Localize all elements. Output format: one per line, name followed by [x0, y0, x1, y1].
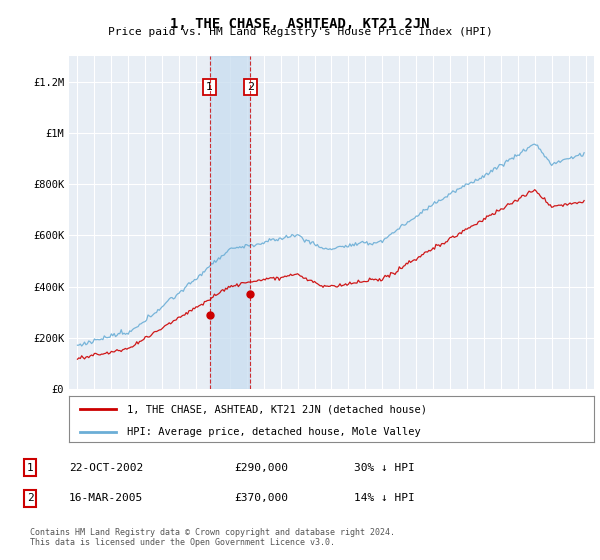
Text: HPI: Average price, detached house, Mole Valley: HPI: Average price, detached house, Mole… [127, 427, 421, 437]
Text: Price paid vs. HM Land Registry's House Price Index (HPI): Price paid vs. HM Land Registry's House … [107, 27, 493, 37]
Text: 1, THE CHASE, ASHTEAD, KT21 2JN: 1, THE CHASE, ASHTEAD, KT21 2JN [170, 17, 430, 31]
Text: £370,000: £370,000 [234, 493, 288, 503]
Text: Contains HM Land Registry data © Crown copyright and database right 2024.
This d: Contains HM Land Registry data © Crown c… [30, 528, 395, 547]
Text: 14% ↓ HPI: 14% ↓ HPI [354, 493, 415, 503]
Text: £290,000: £290,000 [234, 463, 288, 473]
Text: 16-MAR-2005: 16-MAR-2005 [69, 493, 143, 503]
Text: 22-OCT-2002: 22-OCT-2002 [69, 463, 143, 473]
Text: 1, THE CHASE, ASHTEAD, KT21 2JN (detached house): 1, THE CHASE, ASHTEAD, KT21 2JN (detache… [127, 404, 427, 414]
Bar [209, 56, 250, 389]
Text: 1: 1 [26, 463, 34, 473]
Text: 2: 2 [247, 82, 254, 92]
Text: 1: 1 [206, 82, 213, 92]
Text: 30% ↓ HPI: 30% ↓ HPI [354, 463, 415, 473]
Text: 2: 2 [26, 493, 34, 503]
